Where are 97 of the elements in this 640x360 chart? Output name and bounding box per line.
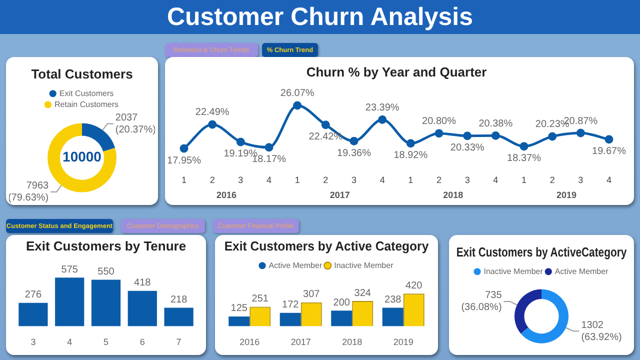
data-label: 23.39% [365,102,400,114]
data-label: 218 [170,294,188,306]
x-tick-label: 6 [140,337,145,348]
x-tick-label: 4 [67,337,72,348]
chart-title: Exit Customers by ActiveCategory [456,245,628,260]
x-tick-label: 2017 [290,337,311,348]
text: 2019 [556,190,577,200]
data-label: 307 [303,289,320,300]
point [180,144,188,153]
bar [91,280,121,326]
data-label: 18.37% [507,153,542,164]
text: 2017 [330,190,350,200]
bar [18,302,48,326]
data-label: 20.33% [450,142,484,154]
chart-title: Total Customers [31,66,133,82]
data-label: 18.92% [394,150,428,162]
data-label: 418 [134,278,152,289]
x-tick-label: 4 [606,175,612,186]
data-label: 324 [354,288,372,299]
legend-label: Exit Customers [59,88,114,98]
text: 2018 [443,190,464,200]
x-tick-label: 2 [436,175,442,186]
point [236,138,245,146]
data-label: 20.38% [478,118,513,130]
x-tick-label: 2 [210,175,215,186]
legend-label: Retain Customers [54,100,119,109]
data-label: 550 [98,266,115,278]
text: 10000 [62,148,102,165]
x-tick-label: 2 [550,175,555,186]
legend-label: Active Member [268,260,322,270]
chart-title: Exit Customers by Active Category [224,239,429,254]
data-label: 251 [252,293,269,304]
x-tick-label: 1 [181,175,187,186]
x-tick-label: 5 [103,337,109,348]
chart-title: Churn % by Year and Quarter [306,64,487,80]
x-tick-label: 3 [238,175,244,186]
data-label: 22.49% [195,107,230,118]
data-label: 238 [384,294,402,306]
point [208,120,217,129]
data-label: 19.67% [592,146,626,158]
data-label: 575 [61,264,78,276]
data-label: 172 [282,300,300,311]
x-tick-label: 1 [408,175,414,186]
point [264,143,274,152]
point [293,101,302,110]
bar [55,278,84,326]
x-tick-label: 4 [266,175,272,186]
text: 2016 [216,190,237,200]
x-tick-label: 2019 [393,337,414,348]
x-tick-label: 2018 [342,337,362,348]
bar [228,316,250,326]
point [520,142,528,151]
data-label: 200 [333,297,350,308]
point [321,120,330,130]
data-label: 26.07% [280,88,314,100]
x-tick-label: 3 [351,175,357,186]
x-tick-label: 1 [294,175,300,186]
x-tick-label: 7 [176,337,182,348]
data-label: 2037 (20.37%) [115,112,156,136]
point [548,132,557,141]
point [434,129,444,138]
x-tick-label: 2016 [240,337,260,348]
text: Customer Churn Analysis [166,2,474,32]
bar [164,308,194,326]
data-label: 420 [406,280,423,292]
legend-label: Inactive Member [484,266,544,276]
data-label: 20.80% [422,116,456,128]
bar [280,312,301,326]
x-tick-label: 1 [521,175,527,186]
legend-label: Active Member [554,266,609,276]
data-label: 19.36% [337,148,372,159]
legend-label: Inactive Member [334,260,394,270]
data-label: 18.17% [252,154,286,166]
chart-title: Exit Customers by Tenure [26,238,186,254]
bar [382,308,404,326]
point [350,136,358,146]
point [576,128,585,138]
data-label: 735 (36.08%) [461,290,502,314]
data-label: 1302 (63.92%) [581,320,622,343]
x-tick-label: 3 [30,337,36,348]
x-tick-label: 2 [323,175,328,186]
bar [331,310,352,326]
point [378,115,387,124]
point [406,139,415,148]
data-label: 17.95% [167,155,202,166]
bar [128,290,157,326]
data-label: 276 [24,290,42,301]
x-tick-label: 4 [493,175,498,186]
point [604,135,614,144]
data-label: 7963 (79.63%) [8,180,50,204]
data-label: 22.42% [308,132,343,143]
x-tick-label: 4 [380,175,385,186]
x-tick-label: 3 [578,175,584,186]
data-label: 125 [230,303,248,314]
point [491,131,500,140]
x-tick-label: 3 [464,175,470,186]
point [463,132,472,140]
